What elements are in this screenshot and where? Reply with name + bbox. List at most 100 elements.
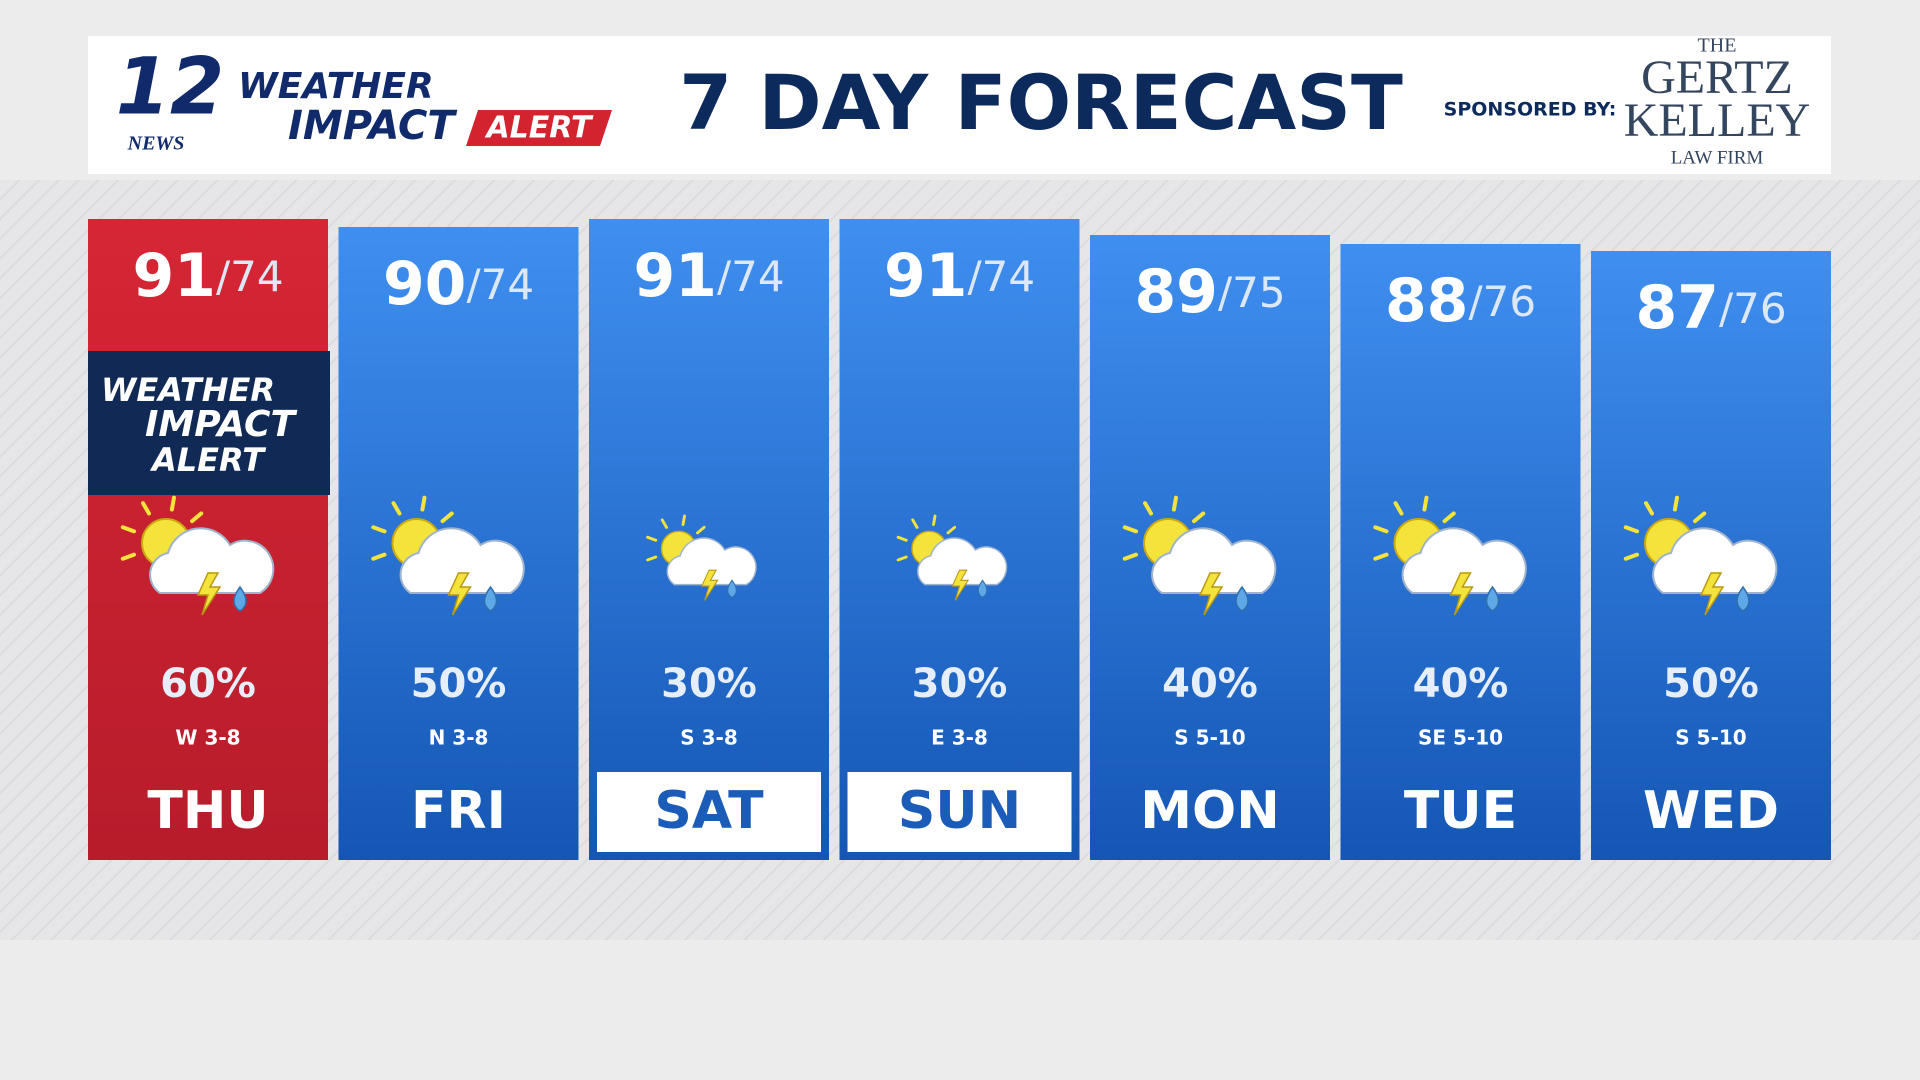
day-column: 91/74 30% S 3-8 SAT [589,219,829,860]
sun-ray [190,511,204,524]
low-temp: 76 [1733,284,1786,333]
cloud [399,527,525,594]
day-name: SAT [654,781,764,841]
raindrop [233,585,247,612]
sun-ray [169,495,176,512]
lightning [951,569,970,601]
wind: N 3-8 [429,726,489,750]
high-temp: 90 [383,249,467,319]
day-column: 91/74 30% E 3-8 SUN [839,219,1080,860]
sun-ray [911,518,919,529]
lightning [1699,572,1725,616]
high-temp: 87 [1635,273,1719,343]
cloud [1401,527,1527,594]
wind: W 3-8 [175,726,240,750]
sun-ray [1623,525,1640,534]
temp-separator: / [1468,277,1483,326]
raindrop [483,585,498,612]
temperature: 87/76 [1635,273,1786,343]
sun-ray [1373,525,1389,534]
temp-separator: / [466,260,481,309]
weather-icon [120,495,275,616]
low-temp: 74 [982,252,1035,301]
logo-number: 12 [116,42,225,132]
sun-ray [646,535,658,542]
temp-separator: / [717,252,732,301]
weather-icon [646,514,757,601]
raindrop [1736,585,1750,612]
sun-ray [141,501,151,516]
day-name: THU [147,781,268,841]
temp-separator: / [1719,284,1734,333]
temperature: 91/74 [884,241,1035,311]
low-temp: 74 [731,252,784,301]
day-column: 89/75 40% S 5-10 MON [1090,235,1330,860]
temperature: 89/75 [1134,257,1285,327]
precip-chance: 40% [1162,661,1258,707]
low-temp: 75 [1232,268,1285,317]
weather-icon [1373,495,1527,616]
lightning [1198,572,1224,616]
station-logo: 12 NEWS WEATHER IMPACT ALERT [116,42,612,155]
raindrop [1485,585,1500,612]
day-name: WED [1643,781,1779,841]
sun-ray [696,525,706,535]
precip-chance: 50% [411,661,507,707]
title: 7 DAY FORECAST [679,58,1403,147]
cloud [1151,527,1277,594]
day-column: 87/76 50% S 5-10 WED [1591,251,1831,860]
alert-badge-line2: IMPACT [145,404,297,445]
sponsor-line3: KELLEY [1624,94,1811,147]
day-name: SUN [898,781,1021,841]
day-column: 88/76 40% SE 5-10 TUE [1340,244,1581,860]
cloud [149,527,275,594]
logo-line2: IMPACT [288,103,457,149]
sun-ray [681,514,686,526]
low-temp: 76 [1483,277,1536,326]
sun-ray [1393,501,1404,516]
wind: SE 5-10 [1418,726,1503,750]
sun-ray [1644,501,1654,516]
logo-line1: WEATHER [238,66,434,107]
sun-ray [1442,511,1456,524]
low-temp: 74 [230,252,283,301]
high-temp: 89 [1134,257,1218,327]
sponsor-line4: LAW FIRM [1671,147,1764,168]
high-temp: 91 [633,241,717,311]
precip-chance: 30% [912,661,1008,707]
temp-separator: / [216,252,231,301]
precip-chance: 30% [661,661,757,707]
lightning [1449,572,1474,616]
wind: S 3-8 [680,726,738,750]
logo-alert-box [466,110,612,146]
logo-station: NEWS [127,133,185,155]
sun-ray [1192,511,1206,524]
sun-ray [1171,495,1178,512]
sun-ray [120,552,137,561]
precip-chance: 50% [1663,661,1759,707]
raindrop [727,579,737,599]
temperature: 91/74 [633,241,784,311]
cloud [666,537,757,586]
sun-ray [660,518,668,529]
sun-ray [1122,552,1139,561]
temperature: 90/74 [383,249,534,319]
sun-ray [391,501,402,516]
sun-ray [932,514,937,526]
sun-ray [646,555,658,562]
weather-icon [1623,495,1778,616]
sun-ray [371,552,387,561]
sun-ray [440,511,454,524]
sun-ray [896,535,908,542]
header-bar [88,36,1831,174]
wind: S 5-10 [1675,726,1746,750]
weather-icon [896,514,1008,601]
temperature: 88/76 [1385,266,1536,336]
sun-ray [371,525,387,534]
lightning [447,572,472,616]
temperature: 91/74 [132,241,283,311]
raindrop [977,579,988,599]
